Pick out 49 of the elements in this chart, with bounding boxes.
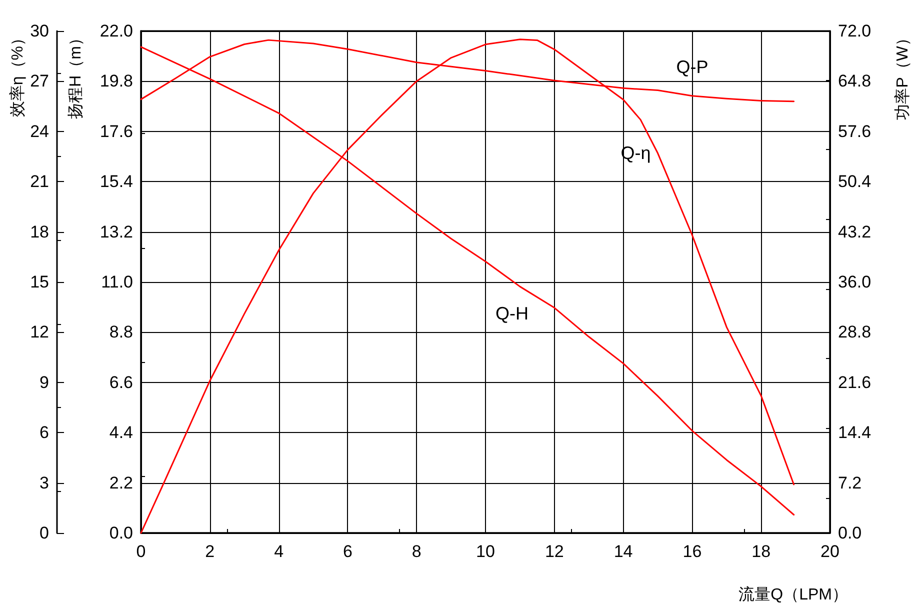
y-axis-title: 扬程H（m）: [68, 30, 84, 119]
x-tick-label: 20: [820, 542, 840, 561]
y3-tick-label: 21: [30, 172, 49, 192]
y-tick-label: 8.8: [109, 322, 133, 342]
y2-tick-label: 36.0: [838, 272, 872, 292]
y2-tick-label: 21.6: [838, 372, 872, 392]
y-tick-label: 6.6: [109, 372, 133, 392]
x-tick-label: 16: [682, 542, 702, 561]
y2-tick-label: 64.8: [838, 72, 872, 91]
y-tick-label: 19.8: [100, 72, 133, 91]
x-tick-label: 12: [544, 542, 564, 561]
x-tick-label: 10: [476, 542, 495, 561]
y2-tick-label: 72.0: [838, 22, 872, 40]
y2-tick-label: 7.2: [838, 473, 862, 492]
y3-axis-title: 效率η（%）: [8, 30, 26, 118]
y3-tick-label: 9: [40, 372, 49, 392]
y-tick-label: 15.4: [100, 172, 133, 192]
y3-tick-label: 15: [30, 272, 49, 292]
y2-tick-label: 0.0: [838, 524, 862, 542]
y2-axis-title: 功率P（W）: [894, 30, 912, 120]
x-tick-label: 2: [205, 542, 215, 561]
y3-tick-label: 30: [30, 22, 49, 40]
y2-tick-label: 43.2: [838, 222, 872, 242]
series-label: Q-H: [495, 304, 528, 324]
y3-tick-label: 6: [40, 423, 49, 442]
y3-tick-label: 18: [30, 222, 49, 242]
x-tick-label: 6: [342, 542, 352, 561]
x-tick-label: 8: [412, 542, 422, 561]
y2-tick-label: 28.8: [838, 322, 872, 342]
y3-tick-label: 3: [40, 473, 49, 492]
x-tick-label: 18: [752, 542, 771, 561]
x-axis-title: 流量Q（LPM）: [738, 586, 848, 604]
y-tick-label: 0.0: [109, 524, 133, 542]
y2-tick-label: 50.4: [838, 172, 872, 192]
y-tick-label: 11.0: [101, 272, 133, 292]
y3-tick-label: 0: [40, 524, 49, 542]
y-tick-label: 2.2: [109, 473, 133, 492]
y-tick-label: 22.0: [100, 22, 133, 40]
y-tick-label: 13.2: [100, 222, 133, 242]
x-tick-label: 0: [136, 542, 146, 561]
x-tick-label: 14: [614, 542, 633, 561]
y3-tick-label: 24: [30, 122, 49, 141]
y2-tick-label: 14.4: [838, 423, 872, 442]
y2-tick-label: 57.6: [838, 122, 872, 141]
y3-tick-label: 27: [30, 72, 49, 91]
y-tick-label: 17.6: [100, 122, 133, 141]
y3-tick-label: 12: [30, 322, 49, 342]
x-tick-label: 4: [274, 542, 284, 561]
y-tick-label: 4.4: [109, 423, 133, 442]
